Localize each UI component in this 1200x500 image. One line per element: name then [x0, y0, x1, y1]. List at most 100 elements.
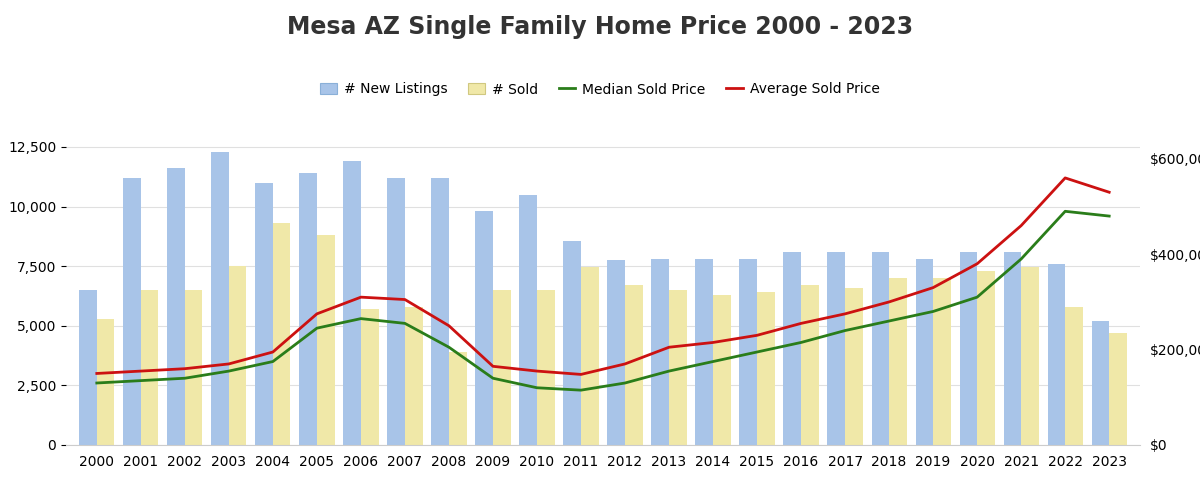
Average Sold Price — [529, 368, 544, 374]
Bar — [317, 235, 335, 445]
Line: Average Sold Price: Average Sold Price — [97, 178, 1109, 374]
Bar — [1066, 306, 1082, 445]
Legend: # New Listings, # Sold, Median Sold Price, Average Sold Price: # New Listings, # Sold, Median Sold Pric… — [314, 77, 886, 102]
Median Sold Price — [706, 358, 720, 364]
Median Sold Price — [662, 368, 677, 374]
Bar — [563, 241, 581, 445]
Median Sold Price — [1014, 256, 1028, 262]
Average Sold Price — [397, 296, 412, 302]
Median Sold Price — [90, 380, 104, 386]
Average Sold Price — [574, 372, 588, 378]
Bar — [625, 285, 643, 445]
Average Sold Price — [222, 361, 236, 367]
Bar — [140, 290, 158, 445]
Average Sold Price — [618, 361, 632, 367]
Bar — [167, 168, 185, 445]
Bar — [934, 278, 950, 445]
Average Sold Price — [1058, 175, 1073, 181]
Line: Median Sold Price: Median Sold Price — [97, 212, 1109, 390]
Bar — [1092, 321, 1109, 445]
Bar — [404, 306, 422, 445]
Bar — [607, 260, 625, 445]
Median Sold Price — [1102, 213, 1116, 219]
Bar — [916, 259, 934, 445]
Median Sold Price — [574, 387, 588, 393]
Median Sold Price — [882, 318, 896, 324]
Bar — [388, 178, 404, 445]
Median Sold Price — [397, 320, 412, 326]
Text: Mesa AZ Single Family Home Price 2000 - 2023: Mesa AZ Single Family Home Price 2000 - … — [287, 15, 913, 39]
Bar — [757, 292, 775, 445]
Bar — [536, 290, 554, 445]
Bar — [256, 182, 272, 445]
Bar — [670, 290, 686, 445]
Bar — [871, 252, 889, 445]
Bar — [343, 161, 361, 445]
Bar — [581, 268, 599, 445]
Median Sold Price — [529, 385, 544, 391]
Bar — [1003, 252, 1021, 445]
Median Sold Price — [486, 375, 500, 381]
Bar — [889, 278, 907, 445]
Bar — [124, 178, 140, 445]
Average Sold Price — [1014, 222, 1028, 228]
Bar — [449, 352, 467, 445]
Average Sold Price — [662, 344, 677, 350]
Median Sold Price — [442, 344, 456, 350]
Median Sold Price — [926, 308, 941, 314]
Bar — [739, 259, 757, 445]
Average Sold Price — [970, 261, 984, 267]
Average Sold Price — [706, 340, 720, 345]
Average Sold Price — [310, 311, 324, 317]
Bar — [79, 290, 97, 445]
Average Sold Price — [750, 332, 764, 338]
Average Sold Price — [794, 320, 809, 326]
Average Sold Price — [882, 299, 896, 305]
Median Sold Price — [310, 325, 324, 331]
Average Sold Price — [926, 284, 941, 290]
Bar — [272, 223, 290, 445]
Average Sold Price — [442, 323, 456, 329]
Bar — [696, 259, 713, 445]
Median Sold Price — [178, 375, 192, 381]
Bar — [1021, 268, 1039, 445]
Bar — [713, 295, 731, 445]
Median Sold Price — [618, 380, 632, 386]
Average Sold Price — [265, 349, 280, 355]
Bar — [493, 290, 510, 445]
Average Sold Price — [838, 311, 852, 317]
Bar — [475, 212, 493, 445]
Bar — [652, 259, 670, 445]
Average Sold Price — [90, 370, 104, 376]
Bar — [431, 178, 449, 445]
Median Sold Price — [794, 340, 809, 345]
Bar — [185, 290, 203, 445]
Bar — [211, 152, 229, 445]
Average Sold Price — [133, 368, 148, 374]
Median Sold Price — [750, 349, 764, 355]
Average Sold Price — [354, 294, 368, 300]
Bar — [520, 194, 536, 445]
Bar — [97, 318, 114, 445]
Bar — [828, 252, 845, 445]
Median Sold Price — [133, 378, 148, 384]
Bar — [977, 271, 995, 445]
Median Sold Price — [265, 358, 280, 364]
Median Sold Price — [970, 294, 984, 300]
Bar — [229, 266, 246, 445]
Average Sold Price — [486, 364, 500, 370]
Bar — [1109, 333, 1127, 445]
Median Sold Price — [354, 316, 368, 322]
Median Sold Price — [222, 368, 236, 374]
Median Sold Price — [1058, 208, 1073, 214]
Median Sold Price — [838, 328, 852, 334]
Bar — [802, 285, 818, 445]
Bar — [1048, 264, 1066, 445]
Bar — [299, 173, 317, 445]
Average Sold Price — [1102, 189, 1116, 195]
Average Sold Price — [178, 366, 192, 372]
Bar — [960, 252, 977, 445]
Bar — [845, 288, 863, 445]
Bar — [361, 309, 378, 445]
Bar — [784, 252, 802, 445]
